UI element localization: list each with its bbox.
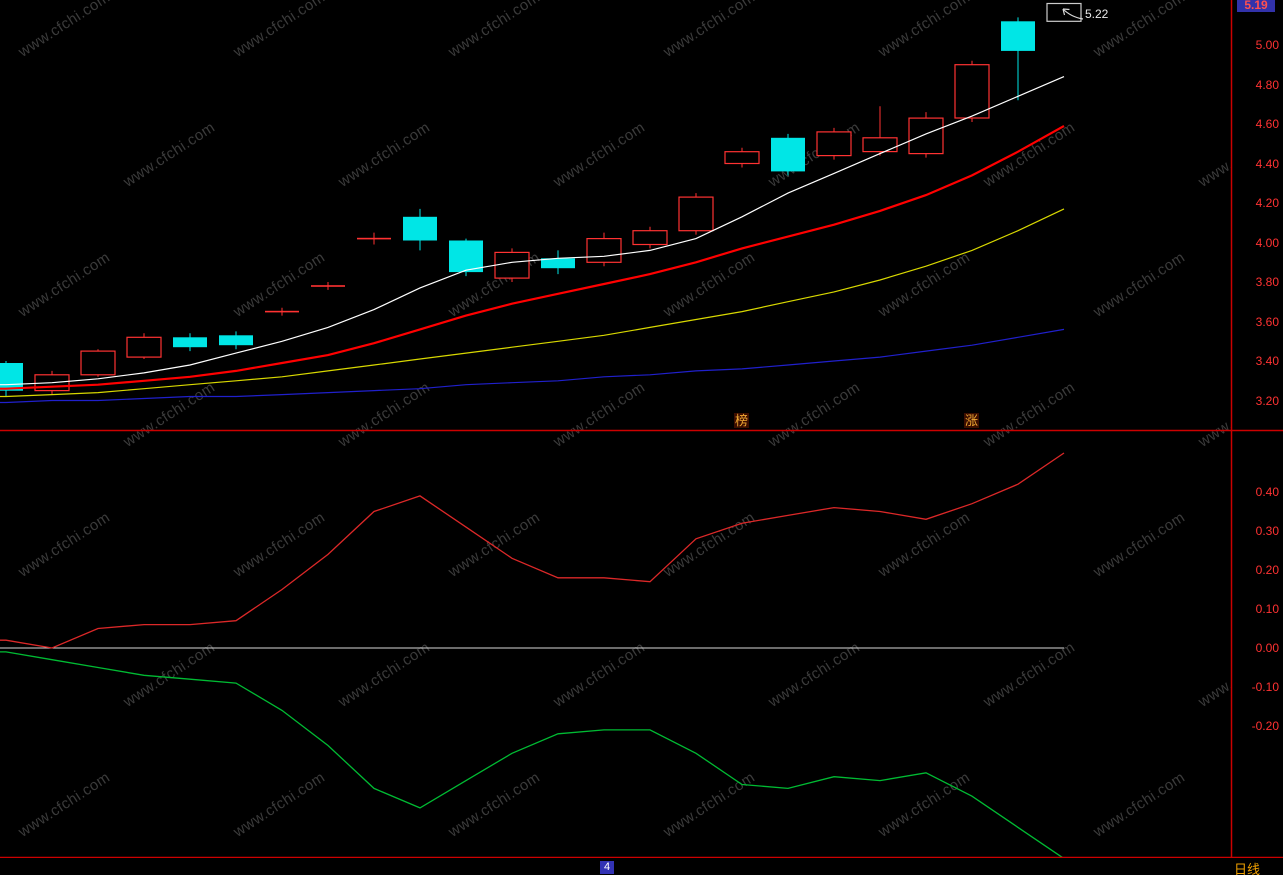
annotation-arrow bbox=[1062, 8, 1084, 20]
axis-tick-label: 0.30 bbox=[1255, 524, 1279, 538]
axis-tick-label: 4.40 bbox=[1255, 156, 1279, 171]
annotation-arrowhead bbox=[1062, 8, 1070, 16]
line-ma-long bbox=[0, 208, 1065, 398]
candle[interactable] bbox=[1001, 17, 1035, 101]
line-positive-line bbox=[0, 452, 1065, 649]
line-ma-longest bbox=[0, 328, 1065, 404]
candle[interactable] bbox=[724, 147, 760, 168]
candle[interactable] bbox=[357, 232, 391, 245]
axis-tick-label: 3.40 bbox=[1255, 354, 1279, 368]
candle[interactable] bbox=[311, 282, 345, 290]
candle[interactable] bbox=[678, 193, 714, 235]
candle[interactable] bbox=[403, 208, 437, 251]
price-annotation: 5.22 bbox=[1085, 7, 1109, 21]
candle[interactable] bbox=[0, 361, 23, 397]
candle[interactable] bbox=[265, 307, 299, 316]
axis-tick-label: 0.10 bbox=[1255, 602, 1279, 616]
axis-tick-label: 0.00 bbox=[1255, 641, 1279, 655]
candle[interactable] bbox=[80, 349, 116, 377]
line-ma-mid bbox=[0, 125, 1065, 390]
axis-tick-label: 0.40 bbox=[1255, 485, 1279, 499]
axis-tick-label: 4.00 bbox=[1255, 235, 1279, 250]
candle[interactable] bbox=[541, 250, 575, 275]
price-axis: 5.00 4.80 4.60 4.40 4.20 4.00 3.80 3.60 3.40 3.20… bbox=[1231, 0, 1283, 875]
candle[interactable] bbox=[954, 60, 990, 122]
axis-tick-label: 3.20 bbox=[1255, 393, 1279, 408]
candle[interactable] bbox=[126, 333, 162, 359]
candles bbox=[0, 2, 1082, 397]
candle[interactable] bbox=[816, 127, 852, 160]
candle[interactable] bbox=[862, 106, 898, 156]
current-price-tag: 5.19 bbox=[1237, 0, 1275, 12]
line-ma-short bbox=[0, 76, 1065, 386]
candle[interactable] bbox=[632, 226, 668, 249]
event-marker[interactable]: 榜 bbox=[734, 413, 750, 428]
axis-tick-label: 4.80 bbox=[1255, 77, 1279, 92]
candle[interactable] bbox=[908, 112, 944, 158]
axis-tick-label: 4.60 bbox=[1255, 117, 1279, 131]
axis-tick-label: 0.20 bbox=[1255, 563, 1279, 577]
axis-tick-label: 3.80 bbox=[1255, 275, 1279, 289]
status-bar: 4 日线 bbox=[0, 858, 1283, 875]
axis-tick-label: 4.20 bbox=[1255, 196, 1279, 210]
candle[interactable] bbox=[771, 133, 805, 176]
candle[interactable] bbox=[173, 333, 207, 352]
axis-tick-label: -0.20 bbox=[1251, 719, 1279, 733]
page-marker[interactable]: 4 bbox=[600, 861, 614, 874]
line-negative-line bbox=[0, 651, 1065, 860]
candle[interactable] bbox=[219, 331, 253, 350]
event-marker[interactable]: 涨 bbox=[964, 413, 980, 428]
axis-tick-label: 3.60 bbox=[1255, 314, 1279, 329]
axis-tick-label: -0.10 bbox=[1251, 680, 1279, 694]
period-label[interactable]: 日线 bbox=[1234, 862, 1261, 875]
candle[interactable] bbox=[494, 248, 530, 282]
axis-tick-label: 5.00 bbox=[1255, 38, 1279, 52]
candle[interactable] bbox=[586, 232, 622, 267]
